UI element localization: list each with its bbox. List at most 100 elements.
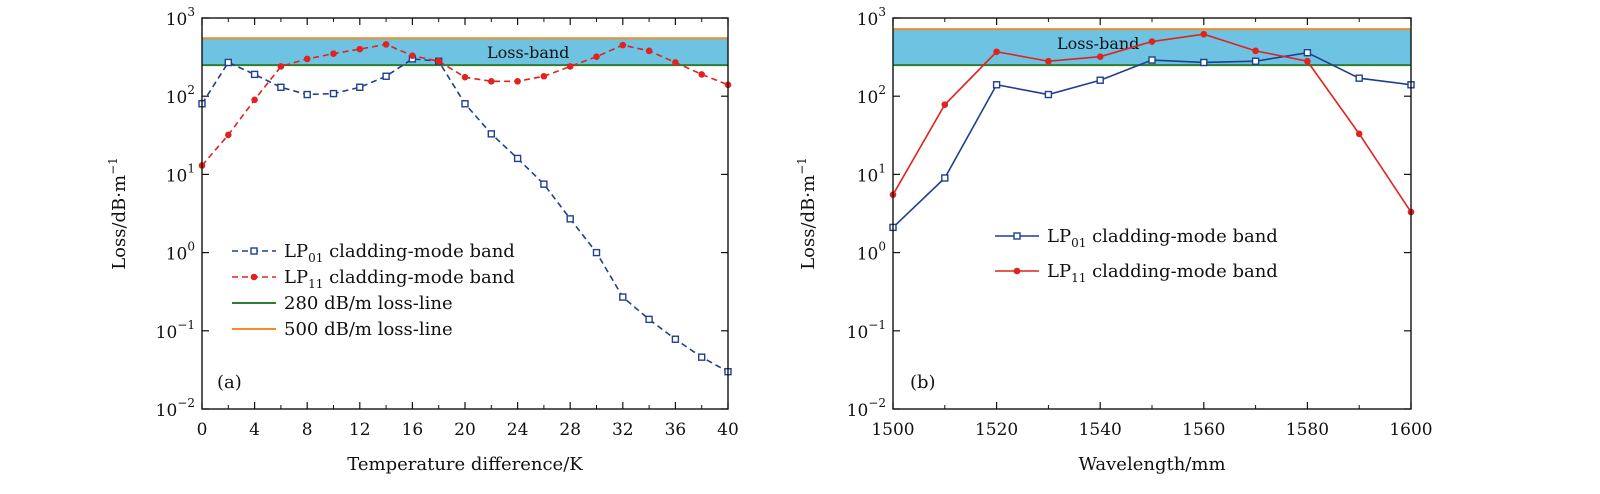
series-0-point bbox=[619, 293, 627, 301]
series-1-point bbox=[409, 52, 416, 59]
y-tick-label: 102 bbox=[166, 83, 195, 108]
series-1-point bbox=[993, 48, 1000, 56]
legend-label: LP01 cladding-mode band bbox=[1047, 226, 1278, 250]
legend-symbol-marker bbox=[1013, 267, 1021, 275]
y-tick-label: 103 bbox=[166, 5, 195, 30]
series-0-point bbox=[356, 83, 364, 91]
x-tick-label: 24 bbox=[507, 420, 529, 440]
legend-label: LP01 cladding-mode band bbox=[284, 241, 515, 265]
legend-label-rest: cladding-mode band bbox=[323, 267, 514, 288]
y-tick-label: 10−1 bbox=[156, 318, 195, 343]
series-0-point bbox=[941, 174, 949, 182]
x-tick-label: 1600 bbox=[1389, 420, 1432, 440]
series-0-point bbox=[1200, 58, 1208, 67]
series-0-point bbox=[645, 315, 653, 324]
x-tick-label: 36 bbox=[665, 420, 687, 440]
series-0-point bbox=[277, 83, 285, 91]
x-tick-label: 8 bbox=[302, 420, 313, 440]
legend-label-subscript: 11 bbox=[308, 277, 323, 291]
series-0-point bbox=[992, 81, 1001, 89]
series-0-point bbox=[382, 72, 390, 80]
x-axis-title: Temperature difference/K bbox=[347, 454, 583, 475]
x-tick-label: 20 bbox=[454, 420, 476, 440]
series-1-point bbox=[941, 101, 949, 108]
y-tick-label: 101 bbox=[857, 161, 886, 186]
series-0-point bbox=[1355, 74, 1363, 82]
series-0-point bbox=[1044, 90, 1053, 99]
series-1-point bbox=[1096, 53, 1104, 60]
series-0-point bbox=[250, 70, 259, 79]
legend-label-subscript: 01 bbox=[1071, 236, 1086, 250]
legend-label-rest: cladding-mode band bbox=[323, 241, 514, 262]
y-tick-exponent: −1 bbox=[868, 318, 886, 332]
y-tick-exponent: −2 bbox=[177, 396, 195, 410]
series-1-point bbox=[1148, 38, 1156, 45]
y-tick-exponent: 1 bbox=[878, 161, 886, 175]
y-tick-base: 10 bbox=[166, 166, 188, 186]
series-0-point bbox=[329, 89, 338, 98]
series-0-point bbox=[1096, 76, 1104, 84]
legend-symbol-marker bbox=[250, 247, 258, 255]
legend-label: 280 dB/m loss-line bbox=[284, 293, 453, 314]
series-1-point bbox=[672, 59, 679, 66]
series-1-point bbox=[251, 96, 258, 104]
series-1-point bbox=[566, 63, 574, 70]
y-tick-label: 10−2 bbox=[847, 396, 886, 421]
y-tick-label: 100 bbox=[166, 240, 195, 265]
series-0-point bbox=[540, 180, 548, 188]
legend-label-subscript: 01 bbox=[308, 251, 323, 265]
series-1-point bbox=[356, 45, 364, 53]
x-tick-label: 1520 bbox=[975, 420, 1018, 440]
legend-label: LP11 cladding-mode band bbox=[284, 267, 515, 291]
y-tick-exponent: 3 bbox=[878, 5, 886, 19]
legend-symbol-marker bbox=[1013, 232, 1021, 240]
series-1-point bbox=[619, 41, 627, 49]
loss-band-area bbox=[202, 38, 728, 66]
y-tick-exponent: 2 bbox=[187, 83, 195, 97]
plot-frame bbox=[892, 17, 1412, 410]
series-0-point bbox=[1148, 56, 1156, 64]
legend-label-main: LP bbox=[1047, 261, 1071, 282]
legend-label-main: LP bbox=[284, 267, 308, 288]
series-1-point bbox=[277, 63, 285, 70]
y-tick-base: 10 bbox=[847, 323, 869, 343]
x-tick-label: 28 bbox=[559, 420, 581, 440]
legend-label: 500 dB/m loss-line bbox=[284, 319, 453, 340]
x-tick-label: 12 bbox=[349, 420, 371, 440]
y-tick-exponent: 0 bbox=[187, 240, 195, 254]
y-tick-base: 10 bbox=[857, 245, 879, 265]
y-tick-label: 103 bbox=[857, 5, 886, 30]
y-tick-exponent: 1 bbox=[187, 161, 195, 175]
y-axis-title: Loss/dB·m−1 bbox=[106, 157, 130, 270]
y-tick-label: 100 bbox=[857, 240, 886, 265]
series-0-point bbox=[461, 100, 469, 108]
y-tick-base: 10 bbox=[857, 10, 879, 30]
y-axis-title-main: Loss/dB·m bbox=[798, 175, 819, 270]
series-1-point bbox=[1304, 57, 1311, 65]
y-axis-title-exponent: −1 bbox=[795, 157, 809, 175]
series-1-point bbox=[382, 41, 390, 48]
x-tick-label: 1560 bbox=[1182, 420, 1225, 440]
y-tick-exponent: 2 bbox=[878, 83, 886, 97]
series-1-point bbox=[1200, 30, 1208, 38]
series-0-point bbox=[698, 353, 706, 361]
x-tick-label: 16 bbox=[402, 420, 424, 440]
y-tick-base: 10 bbox=[857, 166, 879, 186]
series-1-point bbox=[488, 78, 495, 85]
legend-label-rest: cladding-mode band bbox=[1086, 226, 1277, 247]
legend-label-subscript: 11 bbox=[1071, 271, 1086, 285]
y-tick-base: 10 bbox=[166, 245, 188, 265]
legend: LP01 cladding-mode band LP11 cladding-mod… bbox=[995, 226, 1278, 285]
y-tick-base: 10 bbox=[166, 88, 188, 108]
x-tick-label: 1540 bbox=[1079, 420, 1122, 440]
series-1-point bbox=[1355, 130, 1363, 138]
panel-label: (a) bbox=[217, 372, 242, 393]
x-tick-label: 1500 bbox=[871, 420, 914, 440]
panel-label: (b) bbox=[910, 372, 936, 393]
series-1-point bbox=[1045, 57, 1052, 65]
series-0-point bbox=[566, 215, 574, 223]
series-1-point bbox=[225, 131, 232, 139]
series-0-point bbox=[224, 58, 233, 67]
